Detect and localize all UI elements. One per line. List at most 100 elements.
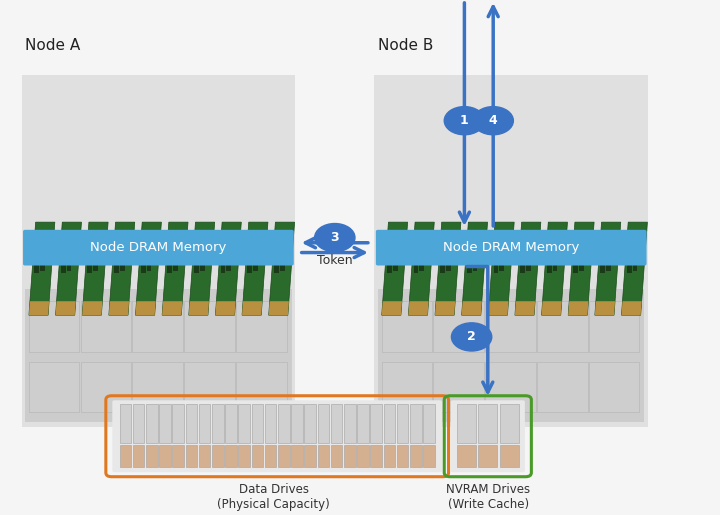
FancyBboxPatch shape — [499, 260, 504, 271]
Circle shape — [473, 107, 513, 135]
FancyBboxPatch shape — [632, 260, 637, 271]
FancyBboxPatch shape — [410, 404, 422, 443]
Polygon shape — [435, 301, 455, 315]
Polygon shape — [55, 301, 76, 315]
Polygon shape — [162, 222, 188, 315]
FancyBboxPatch shape — [265, 404, 276, 443]
FancyBboxPatch shape — [236, 362, 287, 413]
FancyBboxPatch shape — [25, 288, 292, 422]
FancyBboxPatch shape — [318, 404, 329, 443]
Polygon shape — [242, 301, 262, 315]
FancyBboxPatch shape — [159, 444, 171, 467]
FancyBboxPatch shape — [93, 260, 98, 271]
FancyBboxPatch shape — [23, 230, 294, 266]
FancyBboxPatch shape — [132, 404, 145, 443]
FancyBboxPatch shape — [485, 301, 536, 352]
FancyBboxPatch shape — [521, 262, 525, 273]
FancyBboxPatch shape — [376, 230, 647, 266]
FancyBboxPatch shape — [186, 404, 197, 443]
FancyBboxPatch shape — [384, 444, 395, 467]
FancyBboxPatch shape — [382, 362, 432, 413]
Polygon shape — [269, 222, 294, 315]
Polygon shape — [189, 301, 209, 315]
Polygon shape — [29, 222, 55, 315]
Text: 1: 1 — [460, 114, 469, 127]
FancyBboxPatch shape — [132, 362, 183, 413]
FancyBboxPatch shape — [387, 262, 392, 273]
FancyBboxPatch shape — [35, 262, 39, 273]
Polygon shape — [541, 301, 562, 315]
FancyBboxPatch shape — [457, 404, 476, 443]
FancyBboxPatch shape — [238, 444, 250, 467]
Polygon shape — [269, 301, 289, 315]
FancyBboxPatch shape — [265, 444, 276, 467]
Polygon shape — [408, 301, 428, 315]
FancyBboxPatch shape — [397, 444, 408, 467]
FancyBboxPatch shape — [274, 262, 279, 273]
Polygon shape — [215, 222, 241, 315]
Polygon shape — [462, 222, 487, 315]
FancyBboxPatch shape — [378, 288, 644, 422]
FancyBboxPatch shape — [494, 262, 498, 273]
Polygon shape — [382, 222, 408, 315]
Text: NVRAM Drives
(Write Cache): NVRAM Drives (Write Cache) — [446, 483, 530, 511]
FancyBboxPatch shape — [172, 404, 184, 443]
FancyBboxPatch shape — [500, 404, 518, 443]
FancyBboxPatch shape — [423, 444, 435, 467]
Polygon shape — [82, 222, 108, 315]
Polygon shape — [435, 222, 461, 315]
FancyBboxPatch shape — [146, 444, 158, 467]
Polygon shape — [595, 222, 621, 315]
Polygon shape — [568, 301, 588, 315]
Polygon shape — [488, 301, 508, 315]
Polygon shape — [109, 222, 135, 315]
FancyBboxPatch shape — [184, 301, 235, 352]
FancyBboxPatch shape — [168, 262, 172, 273]
FancyBboxPatch shape — [225, 444, 237, 467]
FancyBboxPatch shape — [589, 362, 639, 413]
FancyBboxPatch shape — [146, 404, 158, 443]
FancyBboxPatch shape — [146, 260, 151, 271]
FancyBboxPatch shape — [384, 404, 395, 443]
Circle shape — [444, 107, 485, 135]
FancyBboxPatch shape — [579, 260, 584, 271]
FancyBboxPatch shape — [441, 262, 445, 273]
FancyBboxPatch shape — [172, 444, 184, 467]
FancyBboxPatch shape — [226, 260, 231, 271]
FancyBboxPatch shape — [199, 404, 210, 443]
FancyBboxPatch shape — [397, 404, 408, 443]
FancyBboxPatch shape — [278, 444, 289, 467]
Text: Node DRAM Memory: Node DRAM Memory — [443, 241, 580, 254]
FancyBboxPatch shape — [159, 404, 171, 443]
FancyBboxPatch shape — [29, 362, 79, 413]
FancyBboxPatch shape — [66, 260, 71, 271]
FancyBboxPatch shape — [414, 262, 418, 273]
Polygon shape — [242, 222, 268, 315]
FancyBboxPatch shape — [357, 404, 369, 443]
FancyBboxPatch shape — [305, 444, 316, 467]
FancyBboxPatch shape — [184, 362, 235, 413]
FancyBboxPatch shape — [627, 262, 631, 273]
FancyBboxPatch shape — [173, 260, 178, 271]
FancyBboxPatch shape — [251, 444, 264, 467]
FancyBboxPatch shape — [552, 260, 557, 271]
FancyBboxPatch shape — [199, 260, 204, 271]
Text: 3: 3 — [330, 231, 339, 244]
FancyBboxPatch shape — [279, 260, 284, 271]
FancyBboxPatch shape — [410, 444, 422, 467]
FancyBboxPatch shape — [88, 262, 92, 273]
Polygon shape — [408, 222, 434, 315]
FancyBboxPatch shape — [212, 404, 224, 443]
FancyBboxPatch shape — [467, 262, 472, 273]
FancyBboxPatch shape — [225, 404, 237, 443]
FancyBboxPatch shape — [600, 262, 605, 273]
FancyBboxPatch shape — [236, 301, 287, 352]
FancyBboxPatch shape — [344, 404, 356, 443]
Polygon shape — [621, 222, 647, 315]
FancyBboxPatch shape — [370, 404, 382, 443]
Text: Node A: Node A — [25, 38, 81, 53]
FancyBboxPatch shape — [392, 260, 397, 271]
FancyBboxPatch shape — [537, 362, 588, 413]
FancyBboxPatch shape — [574, 262, 578, 273]
FancyBboxPatch shape — [472, 260, 477, 271]
